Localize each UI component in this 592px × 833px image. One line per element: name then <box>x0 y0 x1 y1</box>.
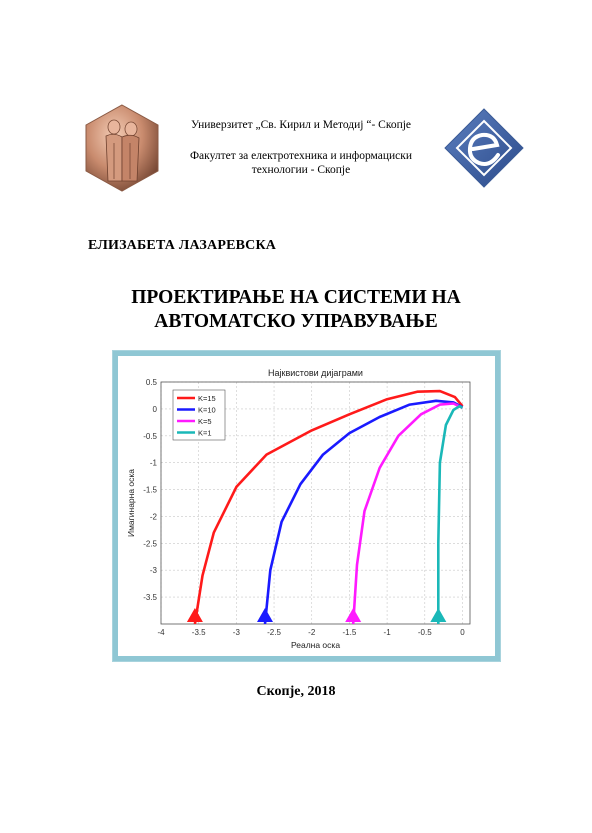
series-arrow-K=15 <box>186 608 203 622</box>
series-arrow-K=1 <box>430 608 447 622</box>
series-line-K=1 <box>436 404 464 624</box>
faculty-name-line2: технологии - Скопје <box>251 164 351 176</box>
y-tick-label: 0.5 <box>146 378 158 387</box>
nyquist-chart-frame: -4 -3.5 -3 -2.5 -2 -1.5 -1 -0.5 0 0.5 0 -0.5 -1 -1.5 -… <box>112 350 501 662</box>
plot-border <box>160 381 471 625</box>
university-logo-icon <box>84 103 160 193</box>
faculty-name-line1: Факултет за електротехника и информациск… <box>189 150 413 162</box>
y-tick-label: -3 <box>150 566 158 575</box>
x-tick-label: -0.5 <box>418 628 432 637</box>
series-line-K=15 <box>193 389 464 624</box>
x-axis-label: Реална оска <box>291 640 340 650</box>
series-line-K=5 <box>351 402 464 624</box>
y-tick-label: -1 <box>150 459 158 468</box>
book-title-line2: АВТОМАТСКО УПРАВУВАЊЕ <box>154 311 438 332</box>
y-tick-label: -1.5 <box>143 486 157 495</box>
y-tick-label: -3.5 <box>143 593 157 602</box>
y-tick-label: -2.5 <box>143 539 157 548</box>
series-line-K=10 <box>263 399 464 624</box>
x-tick-label: -2 <box>308 628 316 637</box>
nyquist-chart: -4 -3.5 -3 -2.5 -2 -1.5 -1 -0.5 0 0.5 0 -0.5 -1 -1.5 -… <box>126 368 471 650</box>
x-tick-label: -1 <box>384 628 392 637</box>
university-name: Универзитет „Св. Кирил и Методиј “- Скоп… <box>190 119 412 131</box>
chart-title: Најквистови дијаграми <box>268 368 363 378</box>
faculty-logo-icon <box>443 107 525 189</box>
author-name: ЕЛИЗАБЕТА ЛАЗАРЕВСКА <box>88 238 277 253</box>
book-title-line1: ПРОЕКТИРАЊЕ НА СИСТЕМИ НА <box>131 287 461 308</box>
legend-label: K=5 <box>198 417 212 426</box>
place-date: Скопје, 2018 <box>256 684 336 699</box>
y-tick-label: 0 <box>153 405 158 414</box>
x-tick-label: 0 <box>460 628 465 637</box>
series-arrow-K=5 <box>345 608 362 622</box>
legend-label: K=10 <box>198 406 216 415</box>
y-tick-label: -0.5 <box>143 432 157 441</box>
legend-label: K=15 <box>198 394 216 403</box>
x-tick-label: -3 <box>233 628 241 637</box>
faculty-name: Факултет за електротехника и информациск… <box>170 149 432 177</box>
legend-label: K=1 <box>198 429 212 438</box>
series-arrow-K=10 <box>257 608 274 622</box>
x-tick-label: -2.5 <box>267 628 281 637</box>
x-tick-label: -4 <box>157 628 165 637</box>
x-tick-label: -1.5 <box>343 628 357 637</box>
x-tick-label: -3.5 <box>192 628 206 637</box>
y-tick-label: -2 <box>150 512 158 521</box>
book-title: ПРОЕКТИРАЊЕ НА СИСТЕМИ НА АВТОМАТСКО УПР… <box>40 286 552 334</box>
y-axis-label: Имагинарна оска <box>126 469 136 537</box>
